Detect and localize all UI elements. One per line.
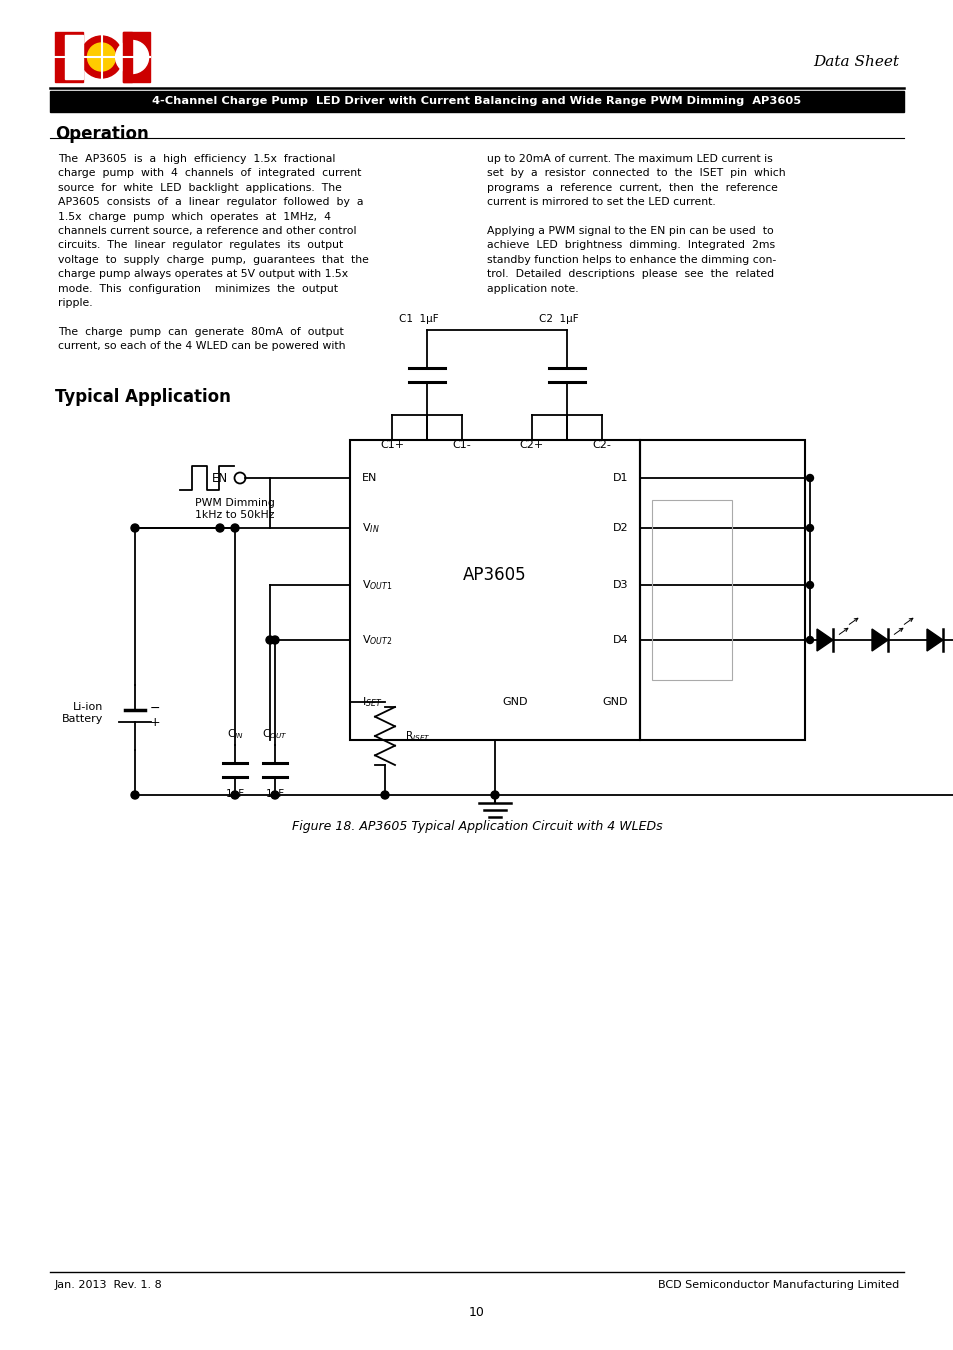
Circle shape <box>266 636 274 644</box>
Text: 4-Channel Charge Pump  LED Driver with Current Balancing and Wide Range PWM Dimm: 4-Channel Charge Pump LED Driver with Cu… <box>152 96 801 107</box>
Bar <box>122 32 150 82</box>
Polygon shape <box>871 629 887 651</box>
Text: C$_{IN}$: C$_{IN}$ <box>227 728 243 741</box>
Text: Data Sheet: Data Sheet <box>812 55 898 69</box>
Text: Figure 18. AP3605 Typical Application Circuit with 4 WLEDs: Figure 18. AP3605 Typical Application Ci… <box>292 819 661 833</box>
Text: Operation: Operation <box>55 126 149 143</box>
Text: D2: D2 <box>612 522 627 533</box>
Bar <box>50 90 903 112</box>
Bar <box>651 500 731 680</box>
Text: V$_{IN}$: V$_{IN}$ <box>361 521 379 535</box>
Text: C2  1μF: C2 1μF <box>538 315 578 324</box>
Text: AP3605: AP3605 <box>463 566 526 585</box>
Text: D1: D1 <box>612 472 627 483</box>
Text: 1μF: 1μF <box>225 788 244 799</box>
Circle shape <box>271 791 278 799</box>
Circle shape <box>231 791 239 799</box>
Circle shape <box>271 636 278 644</box>
Text: EN: EN <box>212 471 228 485</box>
Bar <box>122 32 132 82</box>
Text: C2+: C2+ <box>519 440 543 450</box>
Text: Li-ion
Battery: Li-ion Battery <box>62 702 103 724</box>
Bar <box>639 440 804 740</box>
Circle shape <box>805 636 813 644</box>
Circle shape <box>115 40 149 73</box>
Text: GND: GND <box>501 697 527 707</box>
Text: −: − <box>150 702 160 714</box>
Circle shape <box>215 524 224 532</box>
Circle shape <box>231 524 239 532</box>
Bar <box>350 440 639 740</box>
Circle shape <box>88 43 115 72</box>
Text: PWM Dimming
1kHz to 50kHz: PWM Dimming 1kHz to 50kHz <box>194 498 274 520</box>
Bar <box>65 58 82 80</box>
Text: C1  1μF: C1 1μF <box>398 315 438 324</box>
Text: BCD Semiconductor Manufacturing Limited: BCD Semiconductor Manufacturing Limited <box>657 1280 898 1291</box>
Text: V$_{OUT1}$: V$_{OUT1}$ <box>361 578 392 591</box>
Circle shape <box>131 524 139 532</box>
Text: I$_{SET}$: I$_{SET}$ <box>361 695 382 709</box>
Circle shape <box>380 791 389 799</box>
Text: 1μF: 1μF <box>265 788 284 799</box>
Text: Jan. 2013  Rev. 1. 8: Jan. 2013 Rev. 1. 8 <box>55 1280 163 1291</box>
Text: C1-: C1- <box>452 440 471 450</box>
Circle shape <box>131 791 139 799</box>
Text: GND: GND <box>602 697 627 707</box>
Text: C$_{OUT}$: C$_{OUT}$ <box>262 728 288 741</box>
Text: D4: D4 <box>612 634 627 645</box>
Text: C2-: C2- <box>592 440 611 450</box>
Bar <box>55 32 82 82</box>
Text: The  AP3605  is  a  high  efficiency  1.5x  fractional
charge  pump  with  4  ch: The AP3605 is a high efficiency 1.5x fra… <box>58 154 369 351</box>
Circle shape <box>805 525 813 532</box>
Text: EN: EN <box>361 472 377 483</box>
Text: V$_{OUT2}$: V$_{OUT2}$ <box>361 633 392 647</box>
Polygon shape <box>816 629 832 651</box>
Text: C1+: C1+ <box>379 440 404 450</box>
Circle shape <box>491 791 498 799</box>
Circle shape <box>805 582 813 589</box>
Bar <box>65 35 82 55</box>
Polygon shape <box>926 629 942 651</box>
Text: D3: D3 <box>612 580 627 590</box>
Text: R$_{ISET}$: R$_{ISET}$ <box>405 729 430 742</box>
Text: +: + <box>150 716 160 729</box>
Text: Typical Application: Typical Application <box>55 387 231 406</box>
Circle shape <box>805 474 813 482</box>
Circle shape <box>80 36 122 78</box>
Text: up to 20mA of current. The maximum LED current is
set  by  a  resistor  connecte: up to 20mA of current. The maximum LED c… <box>486 154 785 293</box>
Text: 10: 10 <box>469 1305 484 1319</box>
